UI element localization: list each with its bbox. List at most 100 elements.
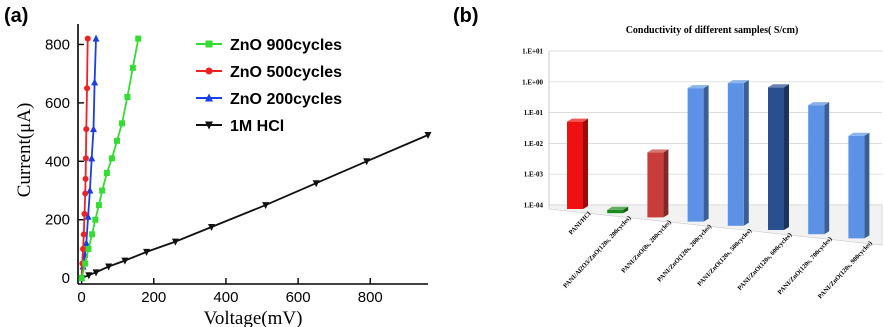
data-point <box>108 155 115 162</box>
series-line <box>81 134 429 280</box>
data-point <box>84 85 91 92</box>
bar-front <box>687 88 704 222</box>
bar-side <box>864 132 870 239</box>
y-axis-title: Current(μA) <box>14 103 35 198</box>
bar-front <box>647 152 664 218</box>
bar-side <box>583 118 588 209</box>
bar-3 <box>647 149 669 218</box>
bar-front <box>607 209 624 214</box>
data-point <box>135 35 142 42</box>
panel-a: (a) 0 200 400 600 800 0 200 400 600 800 Voltage(mV)… <box>4 5 432 327</box>
data-point <box>82 155 89 162</box>
bar-side <box>784 84 789 230</box>
y-tick-label: 800 <box>45 36 70 53</box>
data-point <box>99 187 106 194</box>
data-point <box>113 137 120 144</box>
data-point <box>89 231 96 238</box>
bar-6 <box>768 84 789 230</box>
bar-side <box>703 85 709 222</box>
bar-top <box>848 132 870 136</box>
legend-label: ZnO 900cycles <box>230 37 342 54</box>
data-point <box>88 154 96 162</box>
bar-top <box>687 85 709 89</box>
category-label: PANI/ZnO(8s, 200cycles) <box>620 219 673 275</box>
data-point <box>363 158 371 166</box>
series-zno-900cycles <box>78 35 142 282</box>
data-point <box>129 64 136 71</box>
bar-top <box>607 206 629 210</box>
y-tick-label: 400 <box>45 153 70 170</box>
data-point <box>262 202 270 210</box>
data-point <box>103 169 110 176</box>
panel-b: (b) Conductivity of different samples( S/… <box>453 5 883 300</box>
legend-label: 1M HCl <box>230 118 284 135</box>
chart-title: Conductivity of different samples( S/cm) <box>626 25 799 36</box>
data-point <box>84 212 92 220</box>
data-point <box>424 132 432 140</box>
bar-front <box>808 105 825 235</box>
data-point <box>205 40 213 48</box>
data-point <box>92 269 100 277</box>
legend-label: ZnO 200cycles <box>230 91 342 108</box>
data-point <box>91 78 99 86</box>
data-point <box>78 275 85 282</box>
data-point <box>90 125 98 133</box>
data-point <box>82 175 89 182</box>
data-point <box>143 248 151 256</box>
panel-b-label: (b) <box>453 5 479 27</box>
x-tick-label: 400 <box>213 289 238 306</box>
bar-8 <box>848 132 870 239</box>
bar-side <box>623 206 629 214</box>
bar-front <box>768 87 784 230</box>
data-point <box>208 224 216 232</box>
bar-top <box>567 118 588 122</box>
x-tick-label: 200 <box>141 289 166 306</box>
data-point <box>124 94 131 101</box>
bar-side <box>663 149 669 218</box>
data-point <box>80 245 87 252</box>
data-point <box>81 210 88 217</box>
data-point <box>171 238 179 246</box>
data-point <box>82 239 90 247</box>
bar-side <box>743 80 749 226</box>
x-tick-label: 0 <box>77 289 85 306</box>
bar-top <box>727 80 749 84</box>
bar-2 <box>607 206 629 214</box>
y-tick-label: 600 <box>45 95 70 112</box>
y-tick-label: 1.E+00 <box>522 78 543 86</box>
data-point <box>82 260 89 267</box>
bar-side <box>824 102 830 235</box>
data-point <box>105 263 113 271</box>
data-point <box>84 35 91 42</box>
bar-4 <box>687 85 709 222</box>
data-point <box>205 121 213 130</box>
bar-7 <box>808 102 830 235</box>
y-tick-label: 1.E-03 <box>524 171 544 179</box>
data-point <box>80 231 87 238</box>
x-tick-label: 600 <box>286 289 311 306</box>
bar-front <box>848 135 865 239</box>
data-point <box>205 67 213 75</box>
data-point <box>85 245 92 252</box>
bar-top <box>647 149 669 153</box>
bar-top <box>768 84 789 88</box>
data-point <box>86 186 94 194</box>
bar-1 <box>567 118 588 209</box>
bar-front <box>727 83 744 226</box>
bar-front <box>567 121 583 209</box>
data-point <box>83 126 90 133</box>
legend-label: ZnO 500cycles <box>230 64 342 81</box>
y-tick-label: 1.E-01 <box>524 109 544 117</box>
data-point <box>119 120 126 127</box>
chart-floor <box>548 204 883 246</box>
bar-5 <box>727 80 749 226</box>
panel-a-label: (a) <box>4 5 28 27</box>
data-point <box>205 93 213 102</box>
x-tick-label: 800 <box>358 289 383 306</box>
bar-top <box>808 102 830 106</box>
data-point <box>85 272 93 280</box>
data-point <box>95 202 102 209</box>
data-point <box>92 34 100 42</box>
category-label: PANI/HCl <box>568 210 593 236</box>
